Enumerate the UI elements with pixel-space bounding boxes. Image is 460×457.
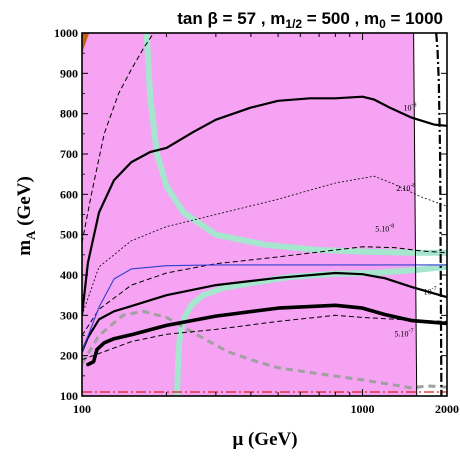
y-tick-label: 200 <box>60 349 78 363</box>
y-tick-label: 900 <box>60 66 78 80</box>
series-light-band-upper <box>143 33 447 256</box>
y-tick-label: 700 <box>60 147 78 161</box>
curve-label-1e-8: 10-8 <box>404 102 417 112</box>
y-tick-label: 600 <box>60 187 78 201</box>
series-vertical-solid <box>413 33 418 396</box>
series-5e-7 <box>86 303 447 367</box>
series-blue-line <box>82 264 447 353</box>
orange-corner-region <box>82 33 90 54</box>
y-tick-label: 800 <box>60 107 78 121</box>
x-tick-label: 2000 <box>435 402 459 416</box>
x-axis-title: μ (GeV) <box>232 429 297 450</box>
series-light-band-lower <box>174 263 447 396</box>
series-dashed-lower <box>82 314 447 361</box>
series-gray-dashed <box>82 309 447 390</box>
curve-label-5e-8: 5.10-8 <box>375 223 394 233</box>
magenta-region <box>82 33 417 396</box>
series-vertical-dashdot <box>435 33 443 396</box>
y-tick-label: 300 <box>60 308 78 322</box>
series-5e-8 <box>82 246 447 336</box>
y-axis-title: mA (GeV) <box>14 176 38 256</box>
axis-ticks: 100 200 300 400 500 600 700 800 900 1000 100 1000 20… <box>54 26 459 416</box>
y-tick-label: 1000 <box>54 26 78 40</box>
curve-label-5e-7: 5.10-7 <box>395 328 414 338</box>
curve-label-2e-8: 2.10-8 <box>396 183 415 193</box>
y-tick-label: 500 <box>60 228 78 242</box>
series-1e-7 <box>82 271 447 353</box>
chart-title: tan β = 57 , m1/2 = 500 , m0 = 1000 <box>177 9 443 31</box>
y-tick-label: 400 <box>60 268 78 282</box>
curve-label-1e-7: 10-7 <box>424 286 437 296</box>
series-1e-8 <box>82 95 447 317</box>
y-tick-label: 100 <box>60 389 78 403</box>
x-tick-label: 100 <box>73 402 91 416</box>
curve-labels: 10-8 10-7 5.10-7 2.10-8 5.10-8 <box>375 102 436 338</box>
series-2e-8 <box>82 175 447 316</box>
x-tick-label: 1000 <box>351 402 375 416</box>
series-dashed-upper <box>82 33 155 243</box>
plot-area <box>82 33 447 396</box>
